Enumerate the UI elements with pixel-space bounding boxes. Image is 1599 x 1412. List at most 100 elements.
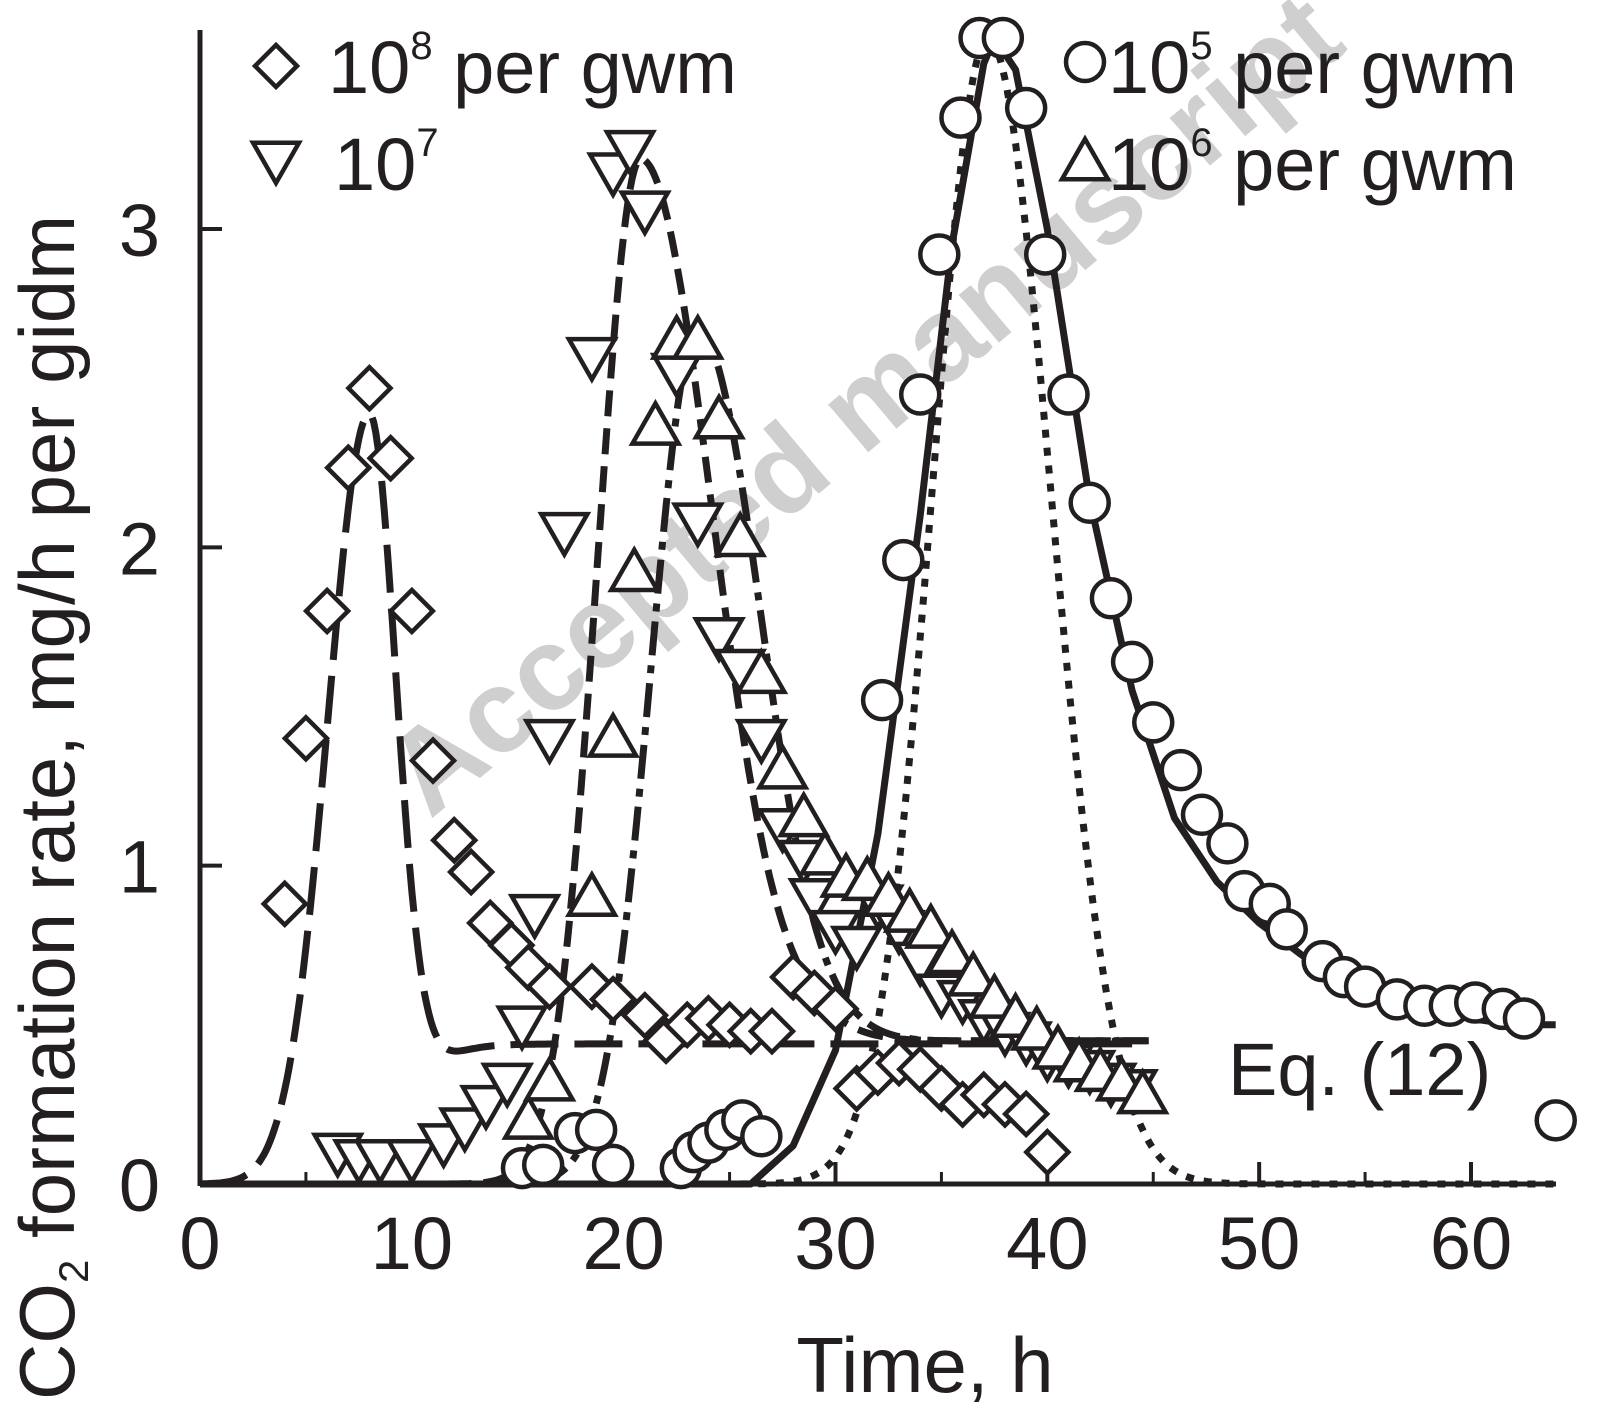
data-point-diamond xyxy=(588,975,638,1024)
y-tick-label: 1 xyxy=(119,826,160,909)
y-axis-title: CO2 formation rate, mg/h per gidm xyxy=(3,215,97,1400)
data-point-triangle-up xyxy=(1115,1067,1170,1115)
legend-label-circle: 105 per gwm xyxy=(1108,24,1517,109)
data-point-diamond xyxy=(408,736,458,785)
data-point-circle xyxy=(1206,822,1249,865)
legend: 108 per gwm 107 105 per gwm 106 per gwm xyxy=(249,24,1517,206)
data-point-triangle-down xyxy=(507,893,562,941)
data-point-triangle-up xyxy=(692,392,746,440)
data-point-diamond xyxy=(1001,1089,1051,1139)
data-point-circle xyxy=(574,1108,618,1152)
data-point-circle xyxy=(1502,997,1546,1040)
data-point-triangle-up xyxy=(798,828,852,876)
data-point-circle xyxy=(1110,640,1154,684)
data-point-triangle-down xyxy=(459,1084,513,1132)
data-point-triangle-up xyxy=(501,1092,556,1140)
data-point-triangle-up xyxy=(713,510,768,558)
data-point-diamond xyxy=(260,879,309,929)
data-point-diamond xyxy=(525,962,574,1011)
data-point-triangle-up xyxy=(522,1054,577,1102)
x-tick-label: 20 xyxy=(583,1202,665,1285)
data-point-circle xyxy=(521,1143,565,1187)
data-point-triangle-down xyxy=(495,1005,549,1053)
data-point-circle xyxy=(882,538,925,582)
data-point-circle xyxy=(1132,701,1175,744)
data-point-circle xyxy=(1047,373,1090,416)
data-point-diamond xyxy=(446,847,496,897)
data-point-circle xyxy=(1159,748,1203,792)
data-point-diamond xyxy=(345,363,394,413)
data-point-circle xyxy=(939,96,982,139)
data-point-diamond xyxy=(302,586,352,636)
data-point-triangle-down xyxy=(437,1107,492,1155)
y-axis-title-suffix: formation rate, mg/h per gidm xyxy=(3,215,91,1260)
y-tick-label: 2 xyxy=(119,507,160,590)
data-point-triangle-up xyxy=(670,312,725,360)
data-point-diamond xyxy=(281,714,331,763)
data-point-circle xyxy=(898,373,942,416)
data-point-triangle-up xyxy=(776,790,831,838)
data-point-triangle-down xyxy=(565,336,619,384)
legend-label-diamond: 108 per gwm xyxy=(328,24,737,109)
data-point-circle xyxy=(1265,908,1308,951)
axes: 0 10 20 30 40 50 60 0 1 2 3 xyxy=(119,30,1556,1285)
data-point-diamond xyxy=(387,586,437,636)
x-tick-label: 10 xyxy=(371,1202,453,1285)
data-point-triangle-up xyxy=(903,901,958,949)
x-tick-label: 40 xyxy=(1006,1202,1088,1285)
y-tick-label: 3 xyxy=(119,189,160,272)
data-point-triangle-down xyxy=(692,616,746,665)
x-tick-label: 0 xyxy=(179,1202,220,1285)
data-point-diamond xyxy=(1023,1127,1072,1177)
data-point-triangle-down xyxy=(353,1139,407,1187)
data-point-diamond xyxy=(324,443,373,492)
y-axis-title-prefix: CO xyxy=(3,1283,91,1400)
data-point-triangle-down xyxy=(617,190,672,238)
data-point-triangle-up xyxy=(607,545,662,593)
legend-marker-diamond xyxy=(251,41,301,91)
legend-label-triangle-up: 106 per gwm xyxy=(1108,121,1517,206)
data-point-diamond xyxy=(811,984,860,1034)
data-point-diamond xyxy=(366,434,415,483)
data-point-diamond xyxy=(430,816,479,865)
legend-marker-circle xyxy=(1063,40,1107,84)
data-point-triangle-up xyxy=(734,647,789,695)
data-point-circle xyxy=(1089,577,1133,620)
data-point-triangle-down xyxy=(522,718,577,766)
data-point-diamond xyxy=(747,1007,797,1056)
x-tick-label: 30 xyxy=(794,1202,876,1285)
legend-label-triangle-down: 107 xyxy=(334,121,439,206)
data-point-triangle-up xyxy=(946,949,1001,997)
data-point-triangle-down xyxy=(829,925,884,973)
data-point-circle xyxy=(1004,86,1048,130)
data-point-circle xyxy=(860,678,904,722)
y-tick-label: 0 xyxy=(119,1144,160,1227)
x-tick-label: 50 xyxy=(1218,1202,1300,1285)
data-point-triangle-down xyxy=(603,129,657,177)
y-axis-title-subscript: 2 xyxy=(50,1260,97,1283)
data-point-circle xyxy=(1023,233,1067,276)
data-point-triangle-up xyxy=(565,869,619,917)
data-point-triangle-down xyxy=(480,1062,535,1110)
x-axis-title: Time, h xyxy=(796,1321,1053,1409)
data-point-triangle-down xyxy=(734,718,789,766)
data-point-circle xyxy=(740,1115,783,1158)
data-point-triangle-down xyxy=(384,1139,439,1187)
svg-text:CO2 formation rate, mg/h per g: CO2 formation rate, mg/h per gidm xyxy=(3,215,97,1400)
legend-marker-triangle-up xyxy=(1058,134,1112,182)
data-point-circle xyxy=(1534,1099,1577,1142)
data-point-triangle-up xyxy=(1009,1003,1064,1051)
data-point-triangle-down xyxy=(537,511,592,559)
data-point-circle xyxy=(918,233,961,276)
data-point-circle xyxy=(1068,481,1111,525)
legend-marker-triangle-down xyxy=(249,140,303,188)
data-point-triangle-up xyxy=(628,398,683,446)
data-point-triangle-up xyxy=(925,927,979,975)
data-point-triangle-up xyxy=(755,742,810,790)
data-point-diamond xyxy=(620,991,670,1040)
data-point-circle xyxy=(981,16,1025,60)
data-point-triangle-down xyxy=(670,502,725,550)
data-point-circle xyxy=(591,1143,635,1187)
data-point-triangle-up xyxy=(586,710,640,758)
